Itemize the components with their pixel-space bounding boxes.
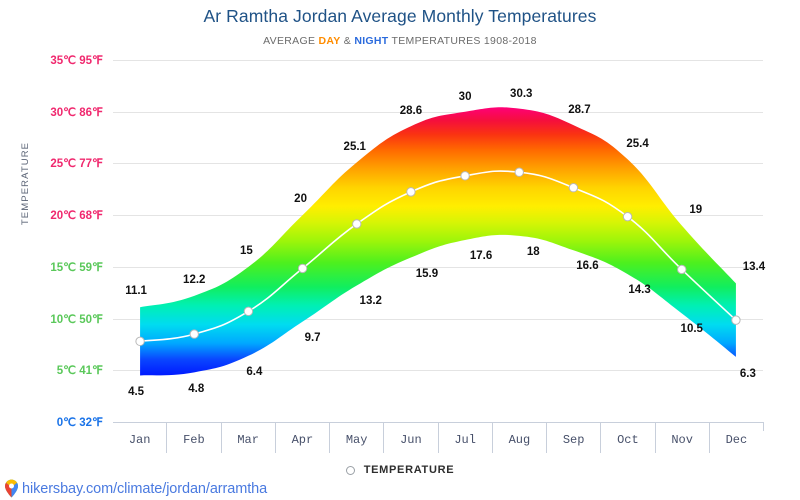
day-temperature-label: 12.2: [183, 273, 206, 286]
day-temperature-label: 19: [689, 204, 703, 217]
y-axis-tick-label: 10℃ 50℉: [50, 313, 103, 326]
y-axis-tick-label: 0℃ 32℉: [56, 417, 103, 429]
night-temperature-label: 10.5: [680, 323, 703, 336]
plot-area: 11.1 12.2 15 20 25.1 28.6 30 30.3 28.7 25.4 19 13.4…: [113, 60, 766, 423]
day-temperature-label: 28.6: [399, 105, 423, 118]
day-temperature-label: 15: [240, 244, 253, 257]
x-axis: Jan Feb Mar Apr May Jun Jul Aug Sep Oct Nov Dec: [113, 422, 763, 453]
subtitle-suffix: TEMPERATURES 1908-2018: [388, 35, 537, 47]
y-axis-tick-label: 30℃ 86℉: [50, 106, 103, 119]
gridline: [113, 370, 763, 372]
gridline: [113, 318, 763, 320]
x-axis-month-sep[interactable]: Sep: [546, 423, 600, 453]
day-temperature-label: 30: [458, 90, 472, 103]
data-point-marker: [622, 211, 633, 222]
source-url: hikersbay.com/climate/jordan/arramtha: [22, 480, 268, 497]
x-axis-month-jan[interactable]: Jan: [128, 433, 151, 447]
subtitle-night-word: NIGHT: [354, 35, 389, 47]
y-axis-tick-label: 20℃ 68℉: [50, 210, 103, 223]
chart-legend[interactable]: TEMPERATURE: [0, 464, 800, 476]
night-temperature-label: 13.2: [359, 295, 382, 308]
gridline: [113, 111, 763, 113]
map-pin-icon: [4, 479, 19, 498]
subtitle-ampersand: &: [340, 35, 355, 47]
temperature-band-chart: [135, 107, 741, 376]
data-point-marker: [135, 336, 145, 347]
source-watermark[interactable]: hikersbay.com/climate/jordan/arramtha: [4, 479, 267, 498]
data-point-marker: [297, 263, 308, 274]
x-axis-month-dec[interactable]: Dec: [708, 423, 763, 453]
subtitle-day-word: DAY: [318, 35, 341, 47]
circle-outline-icon: [345, 465, 355, 475]
day-temperature-label: 20: [294, 193, 307, 206]
gridline: [113, 60, 763, 61]
temperature-range-band: [140, 107, 736, 376]
data-point-marker: [731, 315, 741, 325]
x-axis-month-nov[interactable]: Nov: [654, 423, 709, 453]
night-temperature-label: 4.8: [188, 383, 205, 396]
x-axis-month-jun[interactable]: Jun: [383, 423, 437, 453]
x-axis-month-aug[interactable]: Aug: [491, 423, 546, 453]
day-temperature-label: 25.1: [343, 141, 366, 154]
x-axis-month-oct[interactable]: Oct: [600, 423, 654, 453]
night-temperature-label: 9.7: [304, 331, 321, 344]
night-temperature-label: 4.5: [128, 386, 145, 399]
x-axis-month-may[interactable]: May: [329, 423, 383, 453]
x-axis-month-apr[interactable]: Apr: [274, 423, 329, 453]
data-point-marker: [568, 183, 579, 193]
day-temperature-label: 25.4: [626, 138, 649, 151]
night-temperature-label: 17.6: [469, 249, 493, 262]
data-point-marker: [406, 187, 416, 197]
night-temperature-label: 18: [526, 245, 540, 258]
day-temperature-label: 28.7: [568, 104, 591, 117]
gridline: [113, 266, 763, 268]
day-temperature-label: 13.4: [742, 261, 766, 274]
data-point-marker: [243, 306, 254, 317]
average-temperature-markers: [135, 167, 741, 347]
day-temperature-label: 30.3: [510, 87, 533, 100]
chart-subtitle: AVERAGE DAY & NIGHT TEMPERATURES 1908-20…: [0, 35, 800, 47]
x-axis-month-jul[interactable]: Jul: [437, 423, 492, 453]
day-temperature-label: 11.1: [125, 285, 147, 298]
y-axis-tick-label: 15℃ 59℉: [50, 261, 103, 274]
night-temperature-label: 16.6: [576, 260, 599, 273]
night-temperature-label: 15.9: [415, 267, 439, 280]
subtitle-prefix: AVERAGE: [263, 35, 319, 47]
x-axis-right-tick: [763, 422, 764, 431]
data-point-marker: [189, 329, 199, 339]
x-axis-month-feb[interactable]: Feb: [166, 423, 220, 453]
data-point-marker: [352, 219, 362, 229]
night-temperature-label: 6.3: [739, 367, 756, 380]
night-temperature-label: 14.3: [628, 284, 651, 297]
x-axis-month-mar[interactable]: Mar: [220, 423, 275, 453]
data-point-marker: [460, 171, 470, 181]
page-title: Ar Ramtha Jordan Average Monthly Tempera…: [203, 6, 597, 26]
y-axis-tick-label: 25℃ 77℉: [50, 158, 103, 171]
night-temperature-label: 6.4: [246, 365, 263, 378]
y-axis-tick-label: 5℃ 41℉: [56, 365, 103, 378]
legend-label-temperature: TEMPERATURE: [363, 464, 455, 476]
data-point-marker: [677, 264, 687, 275]
y-axis-tick-label: 35℃ 95℉: [50, 55, 103, 67]
data-point-marker: [514, 167, 524, 177]
